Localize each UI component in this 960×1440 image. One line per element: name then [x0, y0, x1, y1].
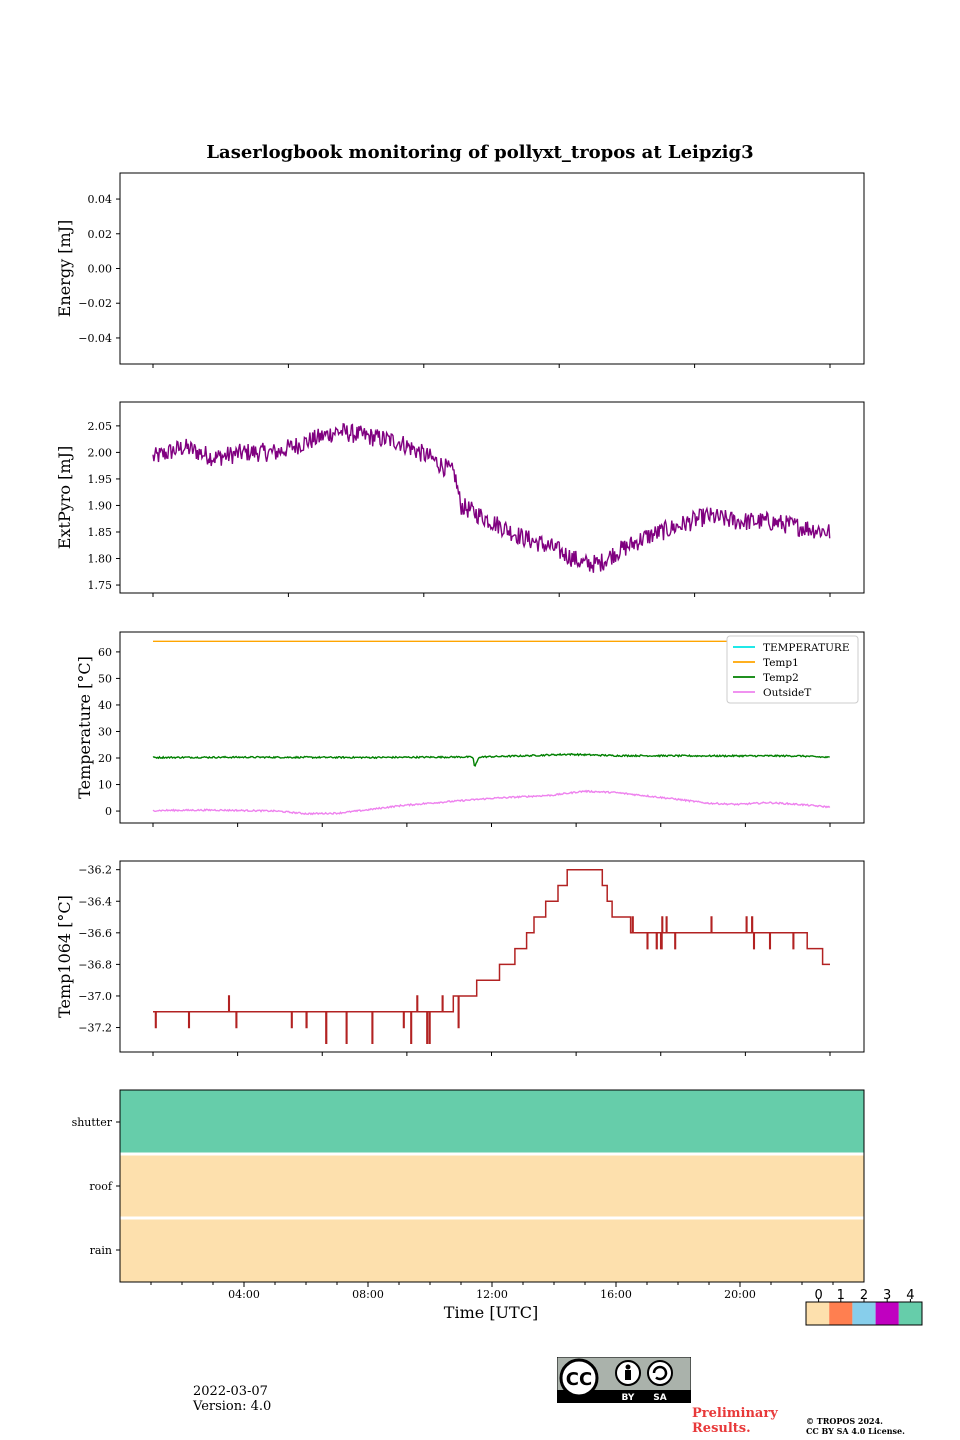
- y-axis-label-temperature: Temperature [°C]: [75, 656, 94, 799]
- y-tick-label-extpyro: 1.75: [88, 579, 113, 592]
- colorbar-tick-label: 2: [860, 1288, 868, 1303]
- y-tick-label-extpyro: 1.80: [88, 553, 113, 566]
- colorbar-tick-label: 4: [906, 1288, 914, 1303]
- legend-label-temperature: TEMPERATURE: [763, 642, 850, 654]
- y-tick-label-extpyro: 2.00: [88, 446, 113, 459]
- y-tick-label-temp1064: −36.2: [78, 864, 112, 877]
- copyright-line-1: © TROPOS 2024.: [806, 1416, 883, 1426]
- sa-icon: [647, 1360, 673, 1386]
- y-tick-label-extpyro: 1.85: [88, 526, 113, 539]
- y-tick-label-energy: 0.00: [88, 263, 113, 276]
- legend-label-outsidet: OutsideT: [763, 687, 811, 699]
- colorbar-swatch-1: [829, 1302, 853, 1325]
- footer-date: 2022-03-07: [193, 1384, 268, 1399]
- preliminary-line-2: Results.: [692, 1421, 751, 1436]
- x-tick-label: 20:00: [724, 1288, 756, 1301]
- axes-frame-temp1064: [119, 860, 865, 1053]
- copyright-line-2: CC BY SA 4.0 License.: [806, 1426, 905, 1436]
- colorbar-tick-label: 0: [814, 1288, 822, 1303]
- series-line-temp1064: [153, 868, 830, 1045]
- colorbar-tick-label: 1: [837, 1288, 845, 1303]
- y-tick-label-energy: −0.02: [78, 297, 112, 310]
- y-tick-label-temperature: 50: [98, 672, 112, 685]
- y-tick-label-temperature: 60: [98, 646, 112, 659]
- x-tick-label: 16:00: [600, 1288, 632, 1301]
- panel-temperature: 60 50 40 30 20 10 0 Temperature [°C] TEMPERATURE…: [75, 631, 865, 827]
- y-tick-label-temperature: 0: [105, 805, 112, 818]
- y-tick-label-energy: 0.04: [88, 193, 113, 206]
- preliminary-line-1: Preliminary: [692, 1406, 778, 1421]
- x-tick-label: 12:00: [476, 1288, 508, 1301]
- copyright-note: © TROPOS 2024. CC BY SA 4.0 License.: [806, 1416, 905, 1436]
- y-tick-label-temp1064: −37.0: [78, 990, 112, 1003]
- y-tick-label-temperature: 30: [98, 725, 112, 738]
- y-tick-label-temp1064: −36.4: [78, 895, 112, 908]
- y-tick-label-temp1064: −36.8: [78, 958, 112, 971]
- sa-label: SA: [653, 1393, 666, 1403]
- legend-box: [726, 635, 859, 704]
- status-row-roof: [120, 1154, 864, 1218]
- panel-extpyro: 2.05 2.00 1.95 1.90 1.85 1.80 1.75 ExtPyro [mJ]: [55, 401, 865, 597]
- y-tick-label-temp1064: −36.6: [78, 927, 112, 940]
- preliminary-note: Preliminary Results.: [692, 1406, 778, 1436]
- y-axis-label-energy: Energy [mJ]: [55, 220, 74, 318]
- chart-title: Laserlogbook monitoring of pollyxt_tropo…: [206, 142, 753, 163]
- footer-date-block: 2022-03-07 Version: 4.0: [193, 1384, 271, 1414]
- status-row-rain: [120, 1218, 864, 1282]
- y-tick-label-energy: 0.02: [88, 228, 113, 241]
- status-row-label-roof: roof: [89, 1180, 113, 1193]
- x-axis-label: Time [UTC]: [444, 1303, 538, 1322]
- cc-license-badge: CC BY SA: [557, 1357, 691, 1403]
- y-tick-label-temperature: 10: [98, 779, 112, 792]
- x-tick-label: 04:00: [228, 1288, 260, 1301]
- axes-frame-extpyro: [119, 401, 865, 594]
- y-tick-label-extpyro: 1.90: [88, 499, 113, 512]
- legend-label-temp2: Temp2: [763, 672, 799, 684]
- colorbar-swatch-4: [898, 1302, 922, 1325]
- y-axis-label-temp1064: Temp1064 [°C]: [55, 895, 74, 1018]
- colorbar-tick-label: 3: [883, 1288, 891, 1303]
- status-panel: shutter roof rain 04:00 08:00 12:00 16:00 20:00…: [72, 1089, 865, 1322]
- y-tick-label-temp1064: −37.2: [78, 1022, 112, 1035]
- series-line-outsidet: [152, 789, 831, 816]
- status-row-label-rain: rain: [90, 1244, 112, 1257]
- status-row-shutter: [120, 1090, 864, 1154]
- panel-temp1064: −36.2 −36.4 −36.6 −36.8 −37.0 −37.2 Temp1064 […: [55, 860, 865, 1056]
- y-tick-label-extpyro: 2.05: [88, 420, 113, 433]
- colorbar-swatch-3: [875, 1302, 899, 1325]
- y-axis-label-extpyro: ExtPyro [mJ]: [55, 446, 74, 549]
- y-tick-label-temperature: 40: [98, 699, 112, 712]
- x-tick-label: 08:00: [352, 1288, 384, 1301]
- cc-icon: [559, 1358, 599, 1398]
- colorbar-swatch-0: [806, 1302, 830, 1325]
- cc-icon-label: CC: [566, 1369, 592, 1390]
- panel-energy: 0.04 0.02 0.00 −0.02 −0.04 Energy [mJ]: [55, 172, 865, 368]
- legend-label-temp1: Temp1: [763, 657, 799, 669]
- y-tick-label-extpyro: 1.95: [88, 473, 113, 486]
- y-tick-label-temperature: 20: [98, 752, 112, 765]
- series-line-temp2: [152, 752, 830, 767]
- status-row-label-shutter: shutter: [72, 1116, 113, 1129]
- y-tick-label-energy: −0.04: [78, 332, 112, 345]
- footer-version: Version: 4.0: [193, 1399, 272, 1414]
- colorbar-swatch-2: [852, 1302, 876, 1325]
- by-label: BY: [622, 1393, 635, 1403]
- axes-frame-energy: [119, 172, 865, 365]
- series-line-extpyro: [152, 423, 831, 573]
